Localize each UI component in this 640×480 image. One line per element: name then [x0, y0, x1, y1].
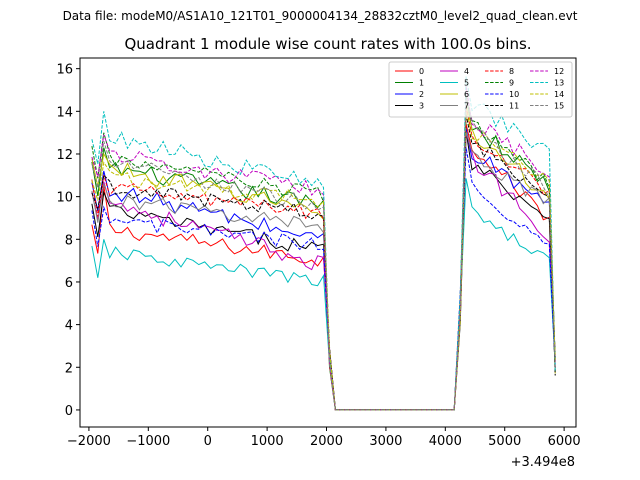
y-tick-label: 0: [65, 404, 73, 419]
series-line-14: [91, 109, 556, 411]
legend-label-6: 6: [464, 90, 469, 99]
plot-area: [80, 58, 576, 427]
legend-label-5: 5: [464, 79, 469, 88]
y-tick-label: 6: [65, 276, 73, 291]
legend-label-11: 11: [509, 102, 519, 111]
series-line-7: [91, 131, 556, 411]
series-line-4: [91, 132, 556, 411]
y-tick-label: 14: [56, 105, 73, 120]
x-tick-label: 6000: [548, 434, 581, 449]
y-tick-label: 10: [56, 191, 73, 206]
legend-label-9: 9: [509, 79, 514, 88]
x-offset-label: +3.494e8: [511, 455, 575, 470]
x-tick-label: −1000: [126, 434, 170, 449]
legend-box: [388, 61, 573, 118]
legend-label-12: 12: [554, 67, 564, 76]
y-tick-label: 12: [56, 148, 73, 163]
legend-label-8: 8: [509, 67, 514, 76]
series-line-15: [91, 97, 556, 411]
x-tick-label: 5000: [488, 434, 521, 449]
series-line-11: [91, 114, 556, 411]
y-tick-label: 2: [65, 361, 73, 376]
legend-label-4: 4: [464, 67, 469, 76]
x-tick-label: −2000: [67, 434, 111, 449]
chart-suptitle: Data file: modeM0/AS1A10_121T01_90000041…: [63, 9, 578, 23]
legend-label-14: 14: [554, 90, 564, 99]
legend-label-7: 7: [464, 102, 469, 111]
series-line-3: [91, 131, 556, 411]
legend-label-13: 13: [554, 79, 564, 88]
y-tick-label: 4: [65, 319, 73, 334]
chart-title: Quadrant 1 module wise count rates with …: [124, 35, 531, 53]
legend-label-0: 0: [419, 67, 424, 76]
x-tick-label: 2000: [310, 434, 343, 449]
legend-label-3: 3: [419, 102, 424, 111]
series-line-10: [91, 147, 556, 411]
x-tick-label: 1000: [251, 434, 284, 449]
plot-frame: [79, 57, 577, 428]
y-tick-label: 8: [65, 233, 73, 248]
series-line-5: [91, 178, 556, 411]
x-tick-label: 0: [204, 434, 212, 449]
legend-label-15: 15: [554, 102, 564, 111]
x-tick-label: 4000: [429, 434, 462, 449]
x-tick-label: 3000: [369, 434, 402, 449]
legend-label-1: 1: [419, 79, 424, 88]
legend-label-10: 10: [509, 90, 519, 99]
y-tick-label: 16: [56, 63, 73, 78]
series-line-8: [91, 106, 556, 411]
x-axis: −2000 −1000 0 1000 2000 3000 4000 5000 6000: [67, 427, 581, 449]
legend-label-2: 2: [419, 90, 424, 99]
series-layer: [91, 76, 556, 411]
y-axis: 0 2 4 6 8 10 12 14 16: [56, 63, 80, 419]
